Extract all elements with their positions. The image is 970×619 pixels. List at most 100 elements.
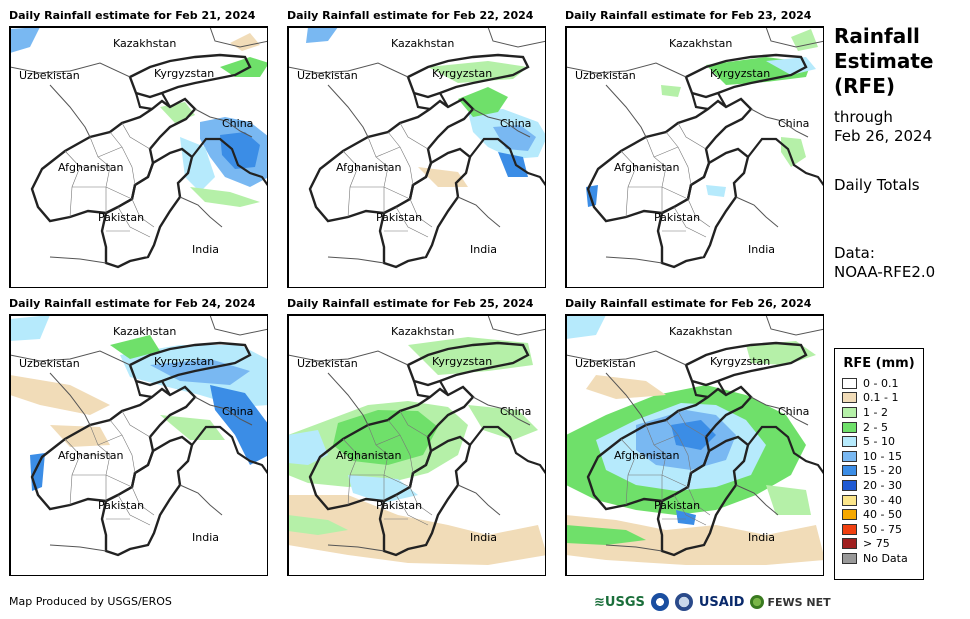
legend-label: 20 - 30 (863, 478, 902, 492)
label-pakistan: Pakistan (98, 211, 144, 224)
label-afghanistan: Afghanistan (58, 161, 124, 174)
legend-swatch (842, 392, 857, 404)
rain-area (10, 315, 267, 491)
label-kyrgyzstan: Kyrgyzstan (154, 67, 214, 80)
panel-title: Daily Rainfall estimate for Feb 25, 2024 (287, 297, 534, 310)
label-kyrgyzstan: Kyrgyzstan (432, 67, 492, 80)
map-panel-feb23: Daily Rainfall estimate for Feb 23, 2024… (565, 8, 824, 288)
through-date: Feb 26, 2024 (834, 127, 933, 145)
label-kazakhstan: Kazakhstan (113, 37, 176, 50)
legend-swatch (842, 479, 857, 491)
label-uzbekistan: Uzbekistan (19, 69, 80, 82)
label-india: India (470, 243, 497, 256)
rainfall-map: Kazakhstan Uzbekistan Kyrgyzstan China A… (9, 314, 268, 576)
label-china: China (778, 117, 809, 130)
usaid-logo: USAID (698, 594, 745, 610)
panel-title: Daily Rainfall estimate for Feb 21, 2024 (9, 9, 256, 22)
legend-item: 30 - 40 (835, 493, 923, 508)
legend-label: 5 - 10 (863, 435, 895, 449)
legend-label: No Data (863, 551, 908, 565)
legend-swatch (842, 436, 857, 448)
rainfall-map: Kazakhstan Uzbekistan Kyrgyzstan China A… (287, 26, 546, 288)
label-pakistan: Pakistan (654, 499, 700, 512)
label-kazakhstan: Kazakhstan (669, 325, 732, 338)
label-afghanistan: Afghanistan (336, 449, 402, 462)
side-title: Rainfall Estimate (RFE) (834, 24, 933, 99)
legend-item: 10 - 15 (835, 449, 923, 464)
legend-label: 15 - 20 (863, 464, 902, 478)
map-panel-feb26: Daily Rainfall estimate for Feb 26, 2024… (565, 296, 824, 576)
label-uzbekistan: Uzbekistan (19, 357, 80, 370)
label-india: India (748, 531, 775, 544)
dos-seal-logo (674, 593, 693, 611)
legend-swatch (842, 406, 857, 418)
legend-item: 1 - 2 (835, 405, 923, 420)
label-pakistan: Pakistan (654, 211, 700, 224)
legend-label: 40 - 50 (863, 508, 902, 522)
label-uzbekistan: Uzbekistan (575, 357, 636, 370)
label-india: India (192, 531, 219, 544)
legend-label: 2 - 5 (863, 420, 888, 434)
label-china: China (778, 405, 809, 418)
label-india: India (192, 243, 219, 256)
data-source: NOAA-RFE2.0 (834, 263, 936, 281)
label-kyrgyzstan: Kyrgyzstan (710, 355, 770, 368)
side-title-line2: Estimate (834, 49, 934, 73)
rainfall-map: Kazakhstan Uzbekistan Kyrgyzstan China A… (287, 314, 546, 576)
legend-item: 2 - 5 (835, 420, 923, 435)
legend-swatch (842, 377, 857, 389)
legend-label: 30 - 40 (863, 493, 902, 507)
side-title-line3: (RFE) (834, 74, 896, 98)
legend-label: > 75 (863, 537, 890, 551)
legend-label: 50 - 75 (863, 522, 902, 536)
fewsnet-logo: FEWS NET (750, 595, 831, 609)
legend-swatch (842, 465, 857, 477)
legend-swatch (842, 421, 857, 433)
label-kazakhstan: Kazakhstan (669, 37, 732, 50)
label-kazakhstan: Kazakhstan (113, 325, 176, 338)
side-title-line1: Rainfall (834, 24, 920, 48)
rain-area (566, 315, 823, 565)
legend-item: 5 - 10 (835, 434, 923, 449)
label-india: India (470, 531, 497, 544)
legend-swatch (842, 523, 857, 535)
label-afghanistan: Afghanistan (336, 161, 402, 174)
legend-swatch (842, 538, 857, 550)
panel-title: Daily Rainfall estimate for Feb 22, 2024 (287, 9, 534, 22)
label-kyrgyzstan: Kyrgyzstan (432, 355, 492, 368)
map-panel-feb22: Daily Rainfall estimate for Feb 22, 2024… (287, 8, 546, 288)
panel-title: Daily Rainfall estimate for Feb 26, 2024 (565, 297, 812, 310)
label-uzbekistan: Uzbekistan (297, 69, 358, 82)
label-pakistan: Pakistan (98, 499, 144, 512)
rainfall-map: Kazakhstan Uzbekistan Kyrgyzstan China A… (565, 314, 824, 576)
label-china: China (222, 405, 253, 418)
label-kazakhstan: Kazakhstan (391, 325, 454, 338)
usgs-logo: ≋USGS (594, 594, 645, 610)
legend-title: RFE (mm) (843, 356, 915, 371)
logo-bar: ≋USGS USAID FEWS NET (594, 589, 831, 615)
legend-swatch (842, 450, 857, 462)
label-china: China (222, 117, 253, 130)
label-kazakhstan: Kazakhstan (391, 37, 454, 50)
legend-label: 0 - 0.1 (863, 376, 899, 390)
label-afghanistan: Afghanistan (614, 449, 680, 462)
legend-item: 20 - 30 (835, 478, 923, 493)
legend-item: 0 - 0.1 (835, 376, 923, 391)
rain-area (10, 27, 267, 207)
legend-label: 1 - 2 (863, 405, 888, 419)
through-label: through (834, 108, 893, 126)
label-uzbekistan: Uzbekistan (297, 357, 358, 370)
rainfall-map: Kazakhstan Uzbekistan Kyrgyzstan China A… (9, 26, 268, 288)
label-india: India (748, 243, 775, 256)
legend-swatch (842, 494, 857, 506)
label-afghanistan: Afghanistan (58, 449, 124, 462)
noaa-logo (650, 593, 669, 611)
label-kyrgyzstan: Kyrgyzstan (710, 67, 770, 80)
legend-item: 50 - 75 (835, 522, 923, 537)
map-panel-feb24: Daily Rainfall estimate for Feb 24, 2024… (9, 296, 268, 576)
legend-label: 0.1 - 1 (863, 391, 899, 405)
map-credit: Map Produced by USGS/EROS (9, 595, 172, 608)
legend-item: > 75 (835, 537, 923, 552)
legend-item: 0.1 - 1 (835, 391, 923, 406)
label-china: China (500, 405, 531, 418)
